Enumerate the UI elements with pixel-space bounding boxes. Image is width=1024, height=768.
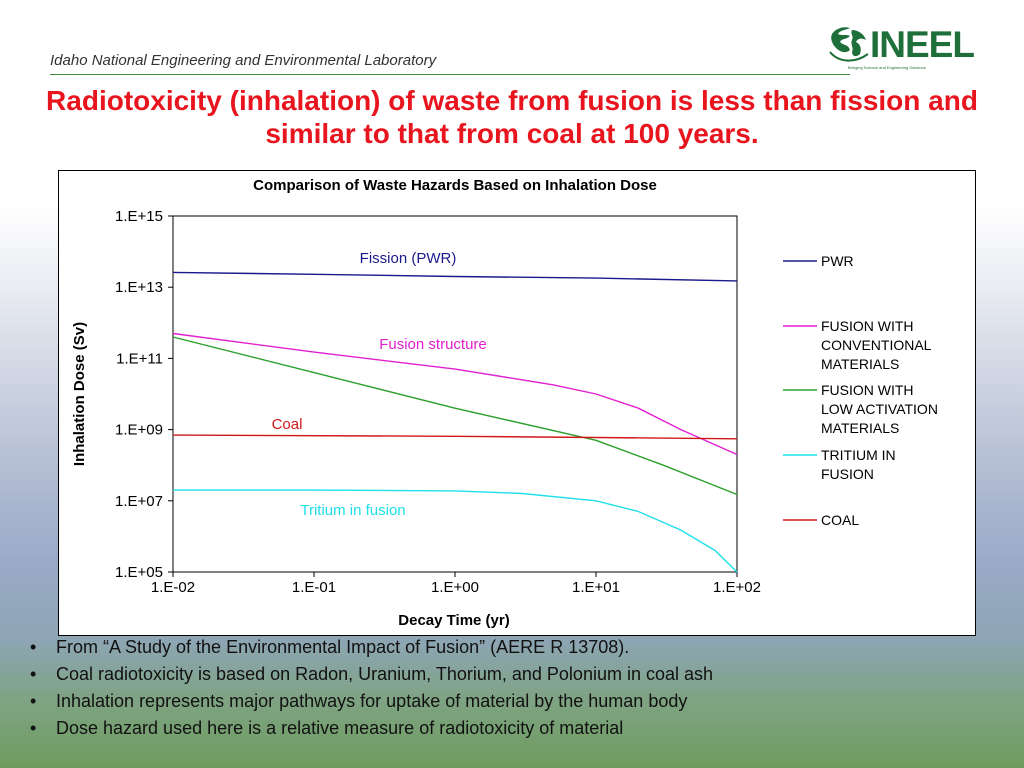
x-tick-label: 1.E+00 <box>431 579 479 596</box>
series-line-1 <box>172 271 738 282</box>
inhalation-dose-chart: Comparison of Waste Hazards Based on Inh… <box>71 177 938 629</box>
series-line-2 <box>172 332 738 456</box>
legend-label: FUSION <box>821 466 874 482</box>
bullet-marker: • <box>30 664 37 684</box>
lab-name: Idaho National Engineering and Environme… <box>50 52 437 69</box>
logo-text: INEEL <box>870 24 975 65</box>
legend-label: MATERIALS <box>821 420 899 436</box>
series-annotation: Tritium in fusion <box>300 502 405 519</box>
header-divider <box>50 74 850 75</box>
bullet-marker: • <box>30 691 37 711</box>
legend-label: CONVENTIONAL <box>821 337 932 353</box>
legend-label: LOW ACTIVATION <box>821 401 938 417</box>
series-annotation: Fission (PWR) <box>360 250 457 267</box>
legend-label: TRITIUM IN <box>821 447 896 463</box>
series-line-3 <box>172 336 738 496</box>
legend-label: PWR <box>821 253 854 269</box>
ineel-logo: INEEL Bringing Science and Engineering S… <box>826 22 986 82</box>
y-axis-label: Inhalation Dose (Sv) <box>71 322 88 466</box>
bullet-text: From “A Study of the Environmental Impac… <box>56 637 630 657</box>
legend-label: FUSION WITH <box>821 318 914 334</box>
series-line-5 <box>172 434 738 440</box>
bullet-marker: • <box>30 637 37 657</box>
x-tick-label: 1.E+02 <box>713 579 761 596</box>
y-tick-label: 1.E+05 <box>115 564 163 581</box>
bullet-item: • Coal radiotoxicity is based on Radon, U… <box>30 661 1010 688</box>
bullet-item: • From “A Study of the Environmental Impa… <box>30 634 1010 661</box>
bullet-item: • Dose hazard used here is a relative mea… <box>30 715 1010 742</box>
logo-tagline: Bringing Science and Engineering Solutio… <box>848 65 926 70</box>
bullet-item: • Inhalation represents major pathways fo… <box>30 688 1010 715</box>
x-axis-label: Decay Time (yr) <box>398 612 509 629</box>
chart-title: Comparison of Waste Hazards Based on Inh… <box>253 177 657 194</box>
bullet-text: Inhalation represents major pathways for… <box>56 691 688 711</box>
x-tick-label: 1.E-01 <box>292 579 336 596</box>
bullet-list: • From “A Study of the Environmental Impa… <box>30 634 1010 742</box>
series-line-4 <box>173 489 738 573</box>
y-tick-label: 1.E+09 <box>115 422 163 439</box>
plot-area <box>172 215 738 573</box>
slide-title: Radiotoxicity (inhalation) of waste from… <box>46 85 978 149</box>
y-tick-label: 1.E+15 <box>115 208 163 225</box>
legend-label: COAL <box>821 512 859 528</box>
chart-panel: Comparison of Waste Hazards Based on Inh… <box>58 170 976 636</box>
globe-icon <box>829 27 869 62</box>
series-annotation: Coal <box>272 416 303 433</box>
x-tick-label: 1.E-02 <box>151 579 195 596</box>
series-annotation: Fusion structure <box>379 336 487 353</box>
bullet-text: Coal radiotoxicity is based on Radon, Ur… <box>56 664 714 684</box>
y-tick-label: 1.E+13 <box>115 279 163 296</box>
bullet-text: Dose hazard used here is a relative meas… <box>56 718 624 738</box>
x-tick-label: 1.E+01 <box>572 579 620 596</box>
y-tick-label: 1.E+07 <box>115 493 163 510</box>
bullet-marker: • <box>30 718 37 738</box>
legend-label: FUSION WITH <box>821 382 914 398</box>
y-tick-label: 1.E+11 <box>116 350 163 367</box>
legend-label: MATERIALS <box>821 356 899 372</box>
